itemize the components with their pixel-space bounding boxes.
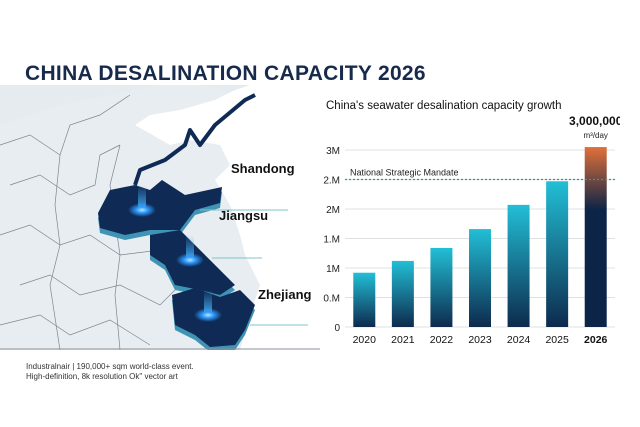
province-shandong bbox=[98, 180, 222, 240]
province-label-shandong: Shandong bbox=[231, 161, 295, 176]
bar-2021 bbox=[391, 260, 414, 327]
y-tick-label: 3M bbox=[326, 146, 340, 157]
y-tick-label: 0 bbox=[334, 323, 340, 334]
footer-caption: Industralnair | 190,000+ sqm world-class… bbox=[26, 362, 194, 382]
coastline bbox=[133, 93, 256, 186]
map bbox=[0, 85, 320, 350]
y-tick-label: 2M bbox=[326, 205, 340, 216]
borders bbox=[0, 94, 181, 350]
x-tick-label: 2022 bbox=[430, 334, 454, 346]
label-leaders bbox=[200, 209, 308, 326]
province-label-zhejiang: Zhejiang bbox=[258, 287, 312, 302]
y-tick-label: 2.M bbox=[323, 176, 340, 187]
bar-2022 bbox=[430, 247, 453, 327]
glow-marker-zhejiang bbox=[194, 290, 222, 322]
footer-line-1: Industralnair | 190,000+ sqm world-class… bbox=[26, 362, 194, 371]
y-tick-label: 1M bbox=[326, 264, 340, 275]
sea bbox=[135, 85, 320, 350]
bar-2026 bbox=[584, 147, 607, 327]
page-title: CHINA DESALINATION CAPACITY 2026 bbox=[25, 62, 426, 85]
footer-line-2: High-definition, 8k resolution Ok" vecto… bbox=[26, 372, 178, 381]
highlight-value-label: 3,000,000 bbox=[569, 115, 620, 128]
bar-2023 bbox=[469, 229, 491, 327]
chart-title: China's seawater desalination capacity g… bbox=[326, 100, 562, 112]
province-label-jiangsu: Jiangsu bbox=[219, 208, 269, 223]
glow-marker-shandong bbox=[128, 185, 156, 217]
bar-2024 bbox=[507, 204, 530, 327]
x-tick-label: 2021 bbox=[391, 334, 415, 346]
x-tick-label: 2024 bbox=[507, 334, 531, 346]
x-tick-label: 2020 bbox=[353, 334, 377, 346]
reference-line-label: National Strategic Mandate bbox=[350, 168, 459, 178]
bar-2020 bbox=[353, 272, 376, 327]
x-tick-label: 2026 bbox=[584, 334, 608, 346]
bar-chart: 0 0.M 1M 1.M 2M 2.M 3M 2020 2021 2022 2023 2024 2025… bbox=[323, 115, 620, 346]
y-tick-label: 1.M bbox=[323, 235, 340, 246]
x-tick-label: 2023 bbox=[468, 334, 492, 346]
x-tick-label: 2025 bbox=[545, 334, 569, 346]
glow-marker-jiangsu bbox=[176, 235, 204, 267]
bar-2025 bbox=[546, 181, 569, 327]
y-tick-label: 0.M bbox=[323, 294, 340, 305]
highlight-unit-label: m³/day bbox=[583, 131, 607, 140]
